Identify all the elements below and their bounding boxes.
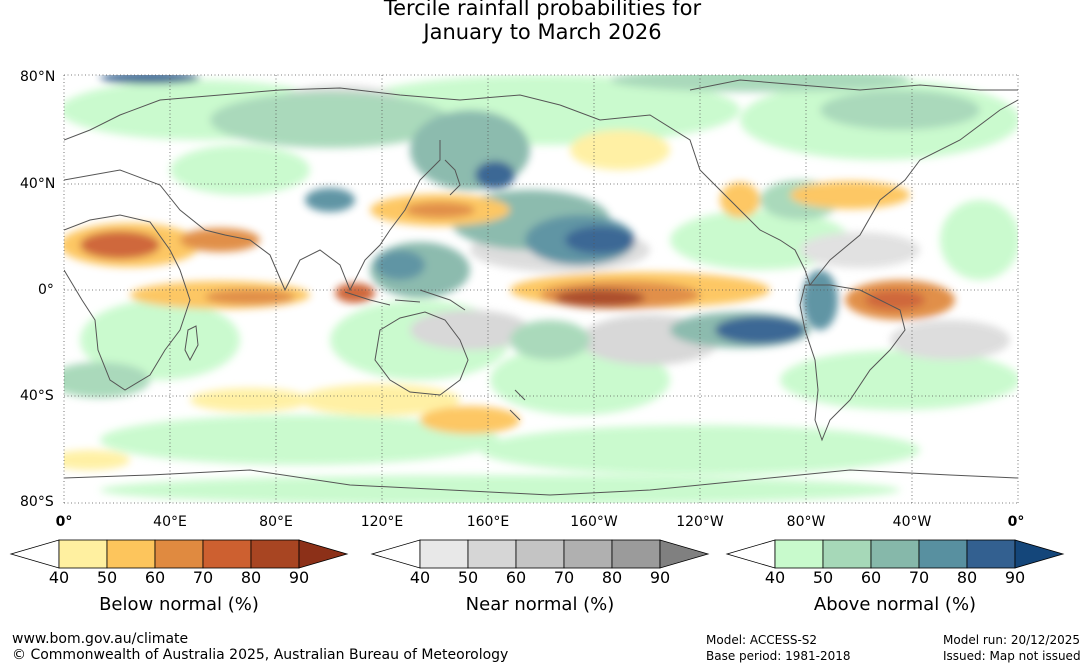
near-normal-colorbar-segment	[467, 539, 517, 569]
above-normal-colorbar-segment	[966, 539, 1016, 569]
lon-label-80e: 80°E	[259, 514, 293, 530]
lon-label-80w: 80°W	[786, 514, 826, 530]
below-tick-90: 90	[288, 568, 310, 587]
below-tick-40: 40	[48, 568, 70, 587]
footer-url: www.bom.gov.au/climate	[12, 631, 189, 647]
footer-model-run: Model run: 20/12/2025	[943, 633, 1081, 647]
coastlines	[64, 79, 1018, 496]
lon-label-0-west-edge: 0°	[55, 514, 73, 530]
near-normal-colorbar-segment	[515, 539, 565, 569]
footer-issued: Issued: Map not issued	[943, 649, 1081, 663]
above-normal-title: Above normal (%)	[813, 594, 977, 615]
lon-label-120e: 120°E	[360, 514, 404, 530]
map-title: Tercile rainfall probabilities for Janua…	[0, 0, 1085, 44]
colorbars	[9, 539, 1065, 569]
below-normal-title: Below normal (%)	[99, 594, 259, 615]
title-line-2: January to March 2026	[423, 20, 662, 44]
lon-label-160e: 160°E	[466, 514, 510, 530]
above-tick-50: 50	[812, 568, 834, 587]
lat-label-80s: 80°S	[20, 494, 54, 510]
below-normal-colorbar-segment	[154, 539, 204, 569]
near-tick-60: 60	[505, 568, 527, 587]
above-normal-colorbar-segment	[774, 539, 824, 569]
above-normal-colorbar-segment	[822, 539, 872, 569]
above-tick-90: 90	[1004, 568, 1026, 587]
below-normal-colorbar-segment	[202, 539, 252, 569]
above-tick-80: 80	[956, 568, 978, 587]
lon-label-40e: 40°E	[153, 514, 187, 530]
below-tick-70: 70	[192, 568, 214, 587]
near-normal-colorbar-segment	[419, 539, 469, 569]
lon-label-0-east-edge: 0°	[1007, 514, 1025, 530]
above-normal-colorbar-high-triangle	[1014, 539, 1065, 569]
above-normal-colorbar-low-triangle	[725, 539, 776, 569]
footer-model: Model: ACCESS-S2	[706, 633, 818, 647]
above-normal-colorbar-segment	[918, 539, 968, 569]
lat-label-40n: 40°N	[20, 176, 56, 192]
below-tick-80: 80	[240, 568, 262, 587]
near-normal-colorbar-segment	[563, 539, 613, 569]
lat-label-80n: 80°N	[20, 69, 56, 85]
near-tick-90: 90	[649, 568, 671, 587]
lon-label-40w: 40°W	[892, 514, 932, 530]
near-tick-50: 50	[457, 568, 479, 587]
near-normal-colorbar-low-triangle	[370, 539, 421, 569]
near-normal-title: Near normal (%)	[465, 594, 615, 615]
below-tick-50: 50	[96, 568, 118, 587]
above-tick-60: 60	[860, 568, 882, 587]
below-tick-60: 60	[144, 568, 166, 587]
near-normal-colorbar-segment	[611, 539, 661, 569]
near-tick-80: 80	[601, 568, 623, 587]
above-tick-40: 40	[764, 568, 786, 587]
below-normal-colorbar-segment	[106, 539, 156, 569]
map-field	[64, 75, 1018, 503]
lat-label-40s: 40°S	[20, 388, 54, 404]
near-normal-colorbar-high-triangle	[659, 539, 710, 569]
below-normal-colorbar-high-triangle	[298, 539, 349, 569]
lon-label-120w: 120°W	[676, 514, 724, 530]
below-normal-colorbar-segment	[58, 539, 108, 569]
lat-label-equator: 0°	[38, 282, 54, 298]
above-tick-70: 70	[908, 568, 930, 587]
below-normal-colorbar-segment	[250, 539, 300, 569]
near-tick-40: 40	[409, 568, 431, 587]
below-normal-colorbar-low-triangle	[9, 539, 60, 569]
lon-label-160w: 160°W	[570, 514, 618, 530]
near-tick-70: 70	[553, 568, 575, 587]
above-normal-colorbar-segment	[870, 539, 920, 569]
title-line-1: Tercile rainfall probabilities for	[383, 0, 702, 20]
footer-copyright: © Commonwealth of Australia 2025, Austra…	[12, 647, 509, 663]
footer-base-period: Base period: 1981-2018	[706, 649, 851, 663]
gridlines	[63, 74, 1019, 504]
